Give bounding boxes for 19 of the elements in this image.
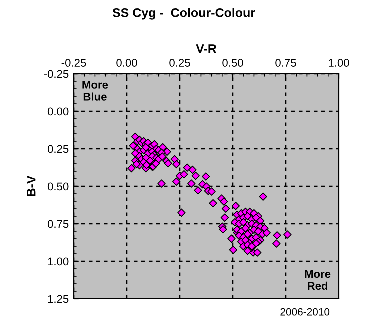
x-tick-label: -0.25 xyxy=(62,59,86,67)
x-axis-title: V-R xyxy=(196,44,217,54)
chart-title: SS Cyg - Colour-Colour xyxy=(112,8,256,20)
x-tick-label: 0.00 xyxy=(116,59,138,67)
y-tick-label: 0.75 xyxy=(48,220,69,228)
x-tick-label: 0.75 xyxy=(276,59,296,67)
y-tick-label: -0.25 xyxy=(44,70,69,78)
text: 2006-2010 xyxy=(280,308,330,316)
annotation: More Red xyxy=(305,270,331,290)
y-tick-label: 1.25 xyxy=(48,295,69,304)
y-tick-label: 1.00 xyxy=(48,258,69,266)
y-axis-title: B-V xyxy=(27,176,36,196)
annotation: More Blue xyxy=(82,81,108,101)
y-tick-label: 0.25 xyxy=(48,145,69,154)
y-tick-label: 0.00 xyxy=(48,108,69,116)
x-tick-label: 1.00 xyxy=(329,59,350,67)
x-tick-label: 0.25 xyxy=(170,59,190,67)
x-tick-label: 0.50 xyxy=(222,59,244,67)
y-tick-label: 0.50 xyxy=(48,182,69,191)
